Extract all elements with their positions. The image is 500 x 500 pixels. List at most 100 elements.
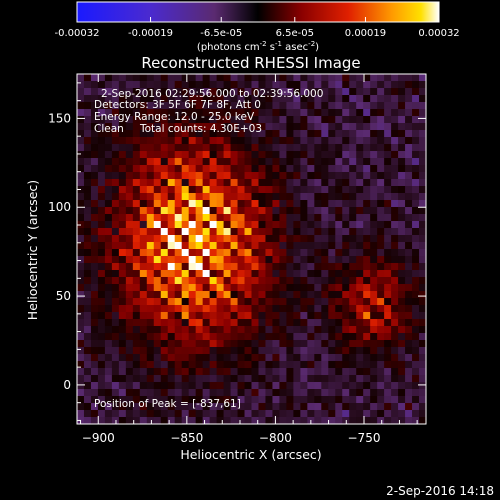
heatmap-cell <box>223 249 232 257</box>
heatmap-cell <box>139 130 148 138</box>
heatmap-cell <box>363 284 371 292</box>
heatmap-cell <box>307 116 315 124</box>
heatmap-cell <box>195 74 204 82</box>
heatmap-cell <box>349 116 357 124</box>
heatmap-cell <box>293 130 301 138</box>
heatmap-cell <box>398 81 406 89</box>
heatmap-cell <box>363 368 371 376</box>
heatmap-cell <box>279 179 287 187</box>
heatmap-cell <box>258 81 266 89</box>
heatmap-cell <box>265 165 273 173</box>
heatmap-cell <box>97 312 106 320</box>
heatmap-cell <box>167 172 176 180</box>
heatmap-cell <box>349 389 357 397</box>
heatmap-cell <box>384 326 392 334</box>
heatmap-cell <box>153 270 162 278</box>
heatmap-cell <box>265 298 273 306</box>
heatmap-cell <box>139 109 148 117</box>
heatmap-cell <box>321 102 329 110</box>
heatmap-cell <box>335 410 343 418</box>
heatmap-cell <box>160 95 169 103</box>
heatmap-cell <box>321 312 329 320</box>
heatmap-cell <box>104 298 113 306</box>
heatmap-cell <box>265 312 273 320</box>
heatmap-cell <box>272 151 280 159</box>
heatmap-cell <box>321 88 329 96</box>
heatmap-cell <box>209 130 218 138</box>
heatmap-cell <box>104 291 113 299</box>
heatmap-cell <box>363 123 371 131</box>
heatmap-cell <box>342 130 350 138</box>
heatmap-cell <box>181 228 190 236</box>
heatmap-cell <box>265 235 273 243</box>
heatmap-cell <box>244 347 252 355</box>
heatmap-cell <box>293 277 301 285</box>
heatmap-cell <box>321 74 329 82</box>
heatmap-cell <box>370 270 378 278</box>
heatmap-cell <box>405 221 413 229</box>
heatmap-cell <box>125 186 134 194</box>
heatmap-cell <box>83 200 92 208</box>
heatmap-cell <box>321 347 329 355</box>
heatmap-cell <box>293 375 301 383</box>
heatmap-cell <box>230 221 239 229</box>
heatmap-cell <box>293 88 301 96</box>
heatmap-cell <box>258 151 266 159</box>
heatmap-cell <box>97 361 106 369</box>
heatmap-cell <box>349 221 357 229</box>
heatmap-cell <box>77 214 85 222</box>
heatmap-cell <box>83 186 92 194</box>
heatmap-cell <box>216 95 225 103</box>
heatmap-cell <box>139 179 148 187</box>
heatmap-cell <box>188 410 197 418</box>
heatmap-cell <box>258 172 266 180</box>
heatmap-cell <box>314 158 322 166</box>
heatmap-cell <box>391 270 399 278</box>
heatmap-cell <box>286 88 294 96</box>
heatmap-cell <box>419 361 426 369</box>
heatmap-cell <box>104 186 113 194</box>
heatmap-cell <box>258 319 266 327</box>
heatmap-cell <box>321 123 329 131</box>
heatmap-cell <box>237 319 246 327</box>
heatmap-cell <box>160 354 169 362</box>
heatmap-cell <box>167 74 176 82</box>
heatmap-cell <box>139 249 148 257</box>
heatmap-cell <box>328 221 336 229</box>
heatmap-cell <box>258 326 266 334</box>
heatmap-cell <box>419 326 426 334</box>
heatmap-cell <box>244 256 252 264</box>
heatmap-cell <box>237 109 246 117</box>
heatmap-cell <box>132 221 141 229</box>
heatmap-cell <box>104 116 113 124</box>
heatmap-cell <box>265 172 273 180</box>
heatmap-cell <box>97 137 106 145</box>
heatmap-cell <box>377 249 385 257</box>
heatmap-cell <box>258 165 266 173</box>
heatmap-cell <box>321 382 329 390</box>
heatmap-cell <box>181 284 190 292</box>
heatmap-cell <box>321 228 329 236</box>
heatmap-cell <box>125 137 134 145</box>
heatmap-cell <box>370 130 378 138</box>
heatmap-cell <box>153 249 162 257</box>
heatmap-cell <box>370 165 378 173</box>
heatmap-cell <box>272 277 280 285</box>
heatmap-cell <box>244 319 252 327</box>
heatmap-cell <box>188 137 197 145</box>
heatmap-cell <box>398 277 406 285</box>
heatmap-cell <box>293 144 301 152</box>
heatmap-cell <box>265 158 273 166</box>
heatmap-cell <box>146 319 155 327</box>
heatmap-cell <box>356 270 364 278</box>
heatmap-cell <box>230 214 239 222</box>
heatmap-cell <box>391 151 399 159</box>
heatmap-cell <box>265 144 273 152</box>
heatmap-cell <box>258 186 266 194</box>
heatmap-cell <box>237 354 246 362</box>
heatmap-cell <box>223 165 232 173</box>
heatmap-cell <box>300 74 308 82</box>
heatmap-cell <box>111 368 120 376</box>
heatmap-cell <box>132 88 141 96</box>
heatmap-cell <box>419 277 426 285</box>
